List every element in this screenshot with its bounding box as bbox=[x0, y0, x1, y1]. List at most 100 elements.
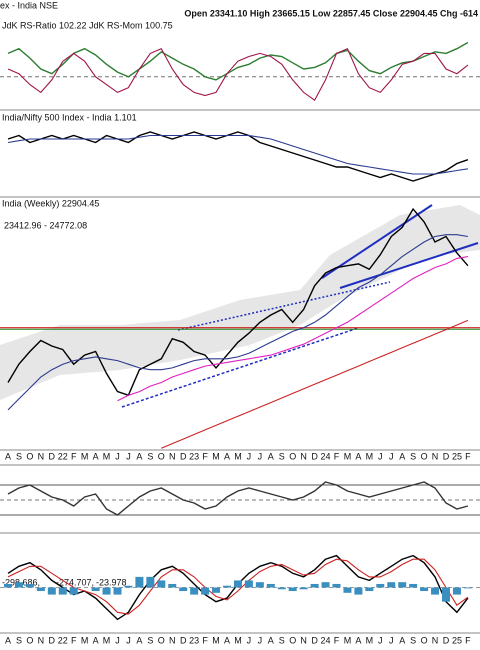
histogram-bar bbox=[244, 580, 253, 588]
histogram-bar bbox=[398, 582, 407, 588]
x-tick-label: 25 bbox=[452, 451, 462, 461]
x-tick-label: O bbox=[26, 635, 33, 645]
x-tick-label: S bbox=[279, 451, 285, 461]
histogram-bar bbox=[58, 587, 67, 595]
histogram-bar bbox=[14, 582, 23, 588]
histogram-bar bbox=[299, 587, 308, 590]
x-tick-label: F bbox=[71, 635, 77, 645]
x-tick-label: A bbox=[224, 635, 230, 645]
series-line bbox=[7, 207, 469, 397]
histogram-bar bbox=[223, 585, 231, 588]
histogram-bar bbox=[463, 587, 472, 589]
x-tick-label: F bbox=[334, 635, 340, 645]
x-tick-label: F bbox=[334, 451, 340, 461]
x-tick-label: O bbox=[421, 635, 428, 645]
x-tick-label: O bbox=[158, 635, 165, 645]
x-tick-label: S bbox=[410, 635, 416, 645]
x-tick-label: M bbox=[81, 635, 89, 645]
x-tick-label: M bbox=[103, 635, 111, 645]
histogram-bar bbox=[168, 583, 177, 588]
x-tick-label: J bbox=[258, 635, 263, 645]
histogram-bar bbox=[409, 583, 418, 588]
macd-value: -274.707, bbox=[56, 577, 94, 587]
x-tick-label: M bbox=[344, 451, 352, 461]
x-tick-label: F bbox=[71, 451, 77, 461]
series-line bbox=[161, 319, 469, 449]
x-tick-label: D bbox=[311, 635, 318, 645]
x-tick-label: S bbox=[16, 635, 22, 645]
histogram-bar bbox=[135, 576, 144, 588]
histogram-bar bbox=[4, 583, 12, 588]
x-tick-label: D bbox=[49, 451, 56, 461]
x-tick-label: M bbox=[366, 451, 374, 461]
series-line bbox=[117, 256, 468, 402]
histogram-bar bbox=[288, 587, 297, 592]
series-line bbox=[7, 41, 469, 81]
x-tick-label: M bbox=[212, 451, 220, 461]
x-tick-label: J bbox=[126, 451, 131, 461]
x-tick-label: M bbox=[103, 451, 111, 461]
x-tick-label: O bbox=[289, 451, 296, 461]
histogram-bar bbox=[365, 587, 374, 592]
x-tick-label: M bbox=[81, 451, 89, 461]
histogram-bar bbox=[387, 582, 396, 588]
x-tick-label: S bbox=[279, 635, 285, 645]
histogram-bar bbox=[332, 583, 341, 588]
x-tick-label: A bbox=[93, 635, 99, 645]
header-left: ex - India NSE bbox=[0, 0, 58, 10]
histogram-bar bbox=[420, 587, 429, 592]
histogram-bar bbox=[321, 582, 330, 588]
x-tick-label: N bbox=[432, 635, 439, 645]
x-tick-label: J bbox=[247, 635, 252, 645]
histogram-bar bbox=[69, 587, 78, 595]
x-tick-label: J bbox=[378, 451, 383, 461]
x-tick-label: F bbox=[202, 635, 208, 645]
histogram-bar bbox=[36, 587, 45, 592]
panel-separators bbox=[0, 109, 480, 634]
series-line bbox=[7, 558, 469, 615]
histogram-bar bbox=[255, 582, 264, 588]
x-tick-label: N bbox=[300, 451, 307, 461]
x-tick-label: A bbox=[5, 451, 11, 461]
histogram-bar bbox=[201, 587, 210, 595]
x-tick-label: S bbox=[147, 635, 153, 645]
histogram-bar bbox=[190, 587, 199, 595]
header-right: Open 23341.10 High 23665.15 Low 22857.45… bbox=[184, 8, 478, 18]
x-tick-label: 22 bbox=[58, 635, 68, 645]
x-tick-label: 23 bbox=[189, 451, 199, 461]
x-tick-label: M bbox=[344, 635, 352, 645]
x-tick-label: 22 bbox=[58, 451, 68, 461]
histogram-bar bbox=[431, 587, 440, 595]
histogram-bar bbox=[146, 576, 155, 588]
macd-value: -23.978 bbox=[96, 577, 127, 587]
x-tick-label: J bbox=[115, 635, 120, 645]
x-tick-label: D bbox=[49, 635, 56, 645]
x-tick-label: N bbox=[169, 635, 176, 645]
x-tick-label: A bbox=[399, 451, 405, 461]
histogram-bar bbox=[233, 580, 242, 588]
x-tick-label: J bbox=[115, 451, 120, 461]
x-tick-label: D bbox=[443, 635, 450, 645]
x-tick-label: J bbox=[378, 635, 383, 645]
x-tick-label: O bbox=[26, 451, 33, 461]
x-tick-label: F bbox=[465, 635, 471, 645]
x-tick-label: D bbox=[311, 451, 318, 461]
x-tick-label: O bbox=[421, 451, 428, 461]
x-tick-label: D bbox=[180, 451, 187, 461]
x-tick-label: A bbox=[136, 451, 142, 461]
histogram-bar bbox=[343, 587, 352, 593]
histogram-bar bbox=[266, 583, 275, 588]
x-tick-label: M bbox=[366, 635, 374, 645]
histogram-bar bbox=[157, 580, 166, 588]
histogram-bar bbox=[124, 585, 133, 588]
histogram-bar bbox=[102, 587, 111, 595]
series-line bbox=[7, 47, 469, 102]
histogram-bar bbox=[212, 587, 221, 593]
histogram-bar bbox=[354, 587, 363, 595]
x-tick-label: O bbox=[289, 635, 296, 645]
x-tick-label: A bbox=[268, 451, 274, 461]
x-tick-label: F bbox=[465, 451, 471, 461]
histogram-bar bbox=[91, 587, 100, 592]
x-tick-label: F bbox=[202, 451, 208, 461]
x-tick-label: S bbox=[147, 451, 153, 461]
